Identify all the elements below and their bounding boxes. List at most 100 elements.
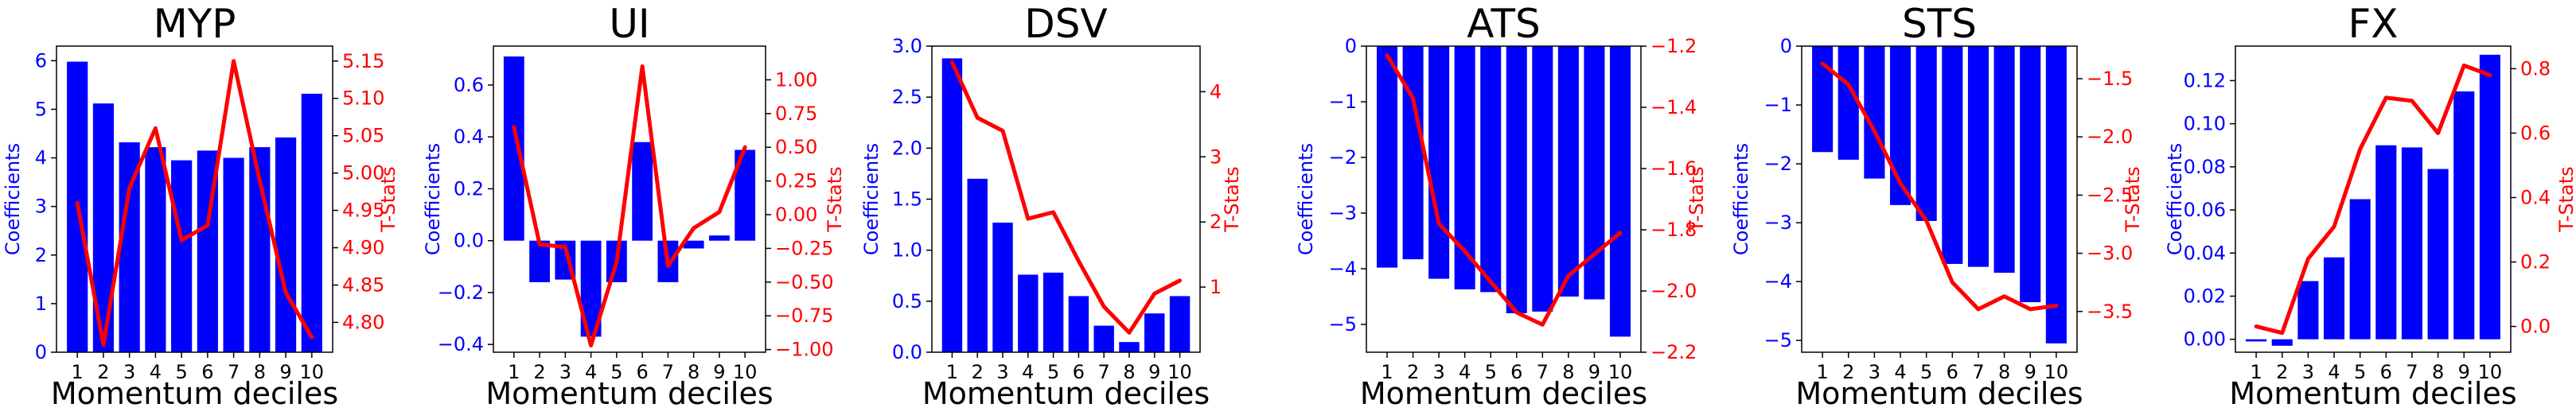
y2-axis-label: T-Stats [2555,166,2576,232]
y-tick-label: 0.5 [892,290,922,312]
y2-tick-label: 4.85 [342,274,384,296]
y-tick-label: 5 [35,98,47,120]
y2-tick-label: −2.5 [2087,184,2133,206]
x-tick-label: 1 [508,361,520,383]
y-tick-label: 2.0 [892,137,922,159]
y2-tick-label: 4.80 [342,311,384,333]
y-tick-label: 2 [35,244,47,266]
x-tick-label: 7 [1098,361,1110,383]
bar-6 [1068,296,1089,352]
y-tick-label: −4 [1329,258,1357,280]
x-axis-label: Momentum deciles [1360,376,1647,411]
bar-4 [2323,257,2345,339]
bar-5 [1915,46,1937,221]
bar-2 [967,178,988,352]
y2-tick-label: −0.75 [775,305,834,327]
bar-6 [2375,145,2397,339]
y-tick-label: 3 [35,196,47,218]
x-tick-label: 8 [254,361,266,383]
t-stats-line [512,64,747,348]
y-axis-label: Coefficients [1730,143,1752,255]
x-tick-label: 10 [300,361,325,383]
bar-8 [1557,46,1579,297]
x-tick-label: 3 [1432,361,1444,383]
bar-6 [1506,46,1527,313]
x-tick-label: 4 [585,361,597,383]
bar-9 [275,137,297,352]
y2-tick-label: 0.25 [775,170,817,192]
y2-tick-label: 0.50 [775,136,817,158]
t-stats-line [2254,63,2492,336]
x-axis-label: Momentum deciles [51,376,338,411]
x-tick-label: 8 [1562,361,1574,383]
bar-7 [1967,46,1989,267]
y-tick-label: 0 [1345,35,1357,57]
x-tick-label: 9 [2025,361,2036,383]
bar-3 [1428,46,1450,279]
y-tick-label: 0 [1780,35,1792,57]
x-tick-label: 3 [559,361,571,383]
x-tick-label: 9 [1148,361,1160,383]
x-tick-label: 4 [2328,361,2340,383]
x-tick-label: 5 [1047,361,1059,383]
x-tick-label: 1 [72,361,84,383]
bar-3 [1864,46,1885,179]
x-tick-label: 1 [2250,361,2262,383]
x-tick-label: 5 [1485,361,1497,383]
chart-title: STS [1902,1,1977,47]
y2-tick-label: 4.95 [342,200,384,222]
y-tick-label: 0.06 [2184,199,2226,221]
plot-frame [2235,45,2512,353]
x-tick-label: 7 [662,361,674,383]
bar-10 [301,93,322,352]
y2-tick-label: 5.10 [342,87,384,110]
x-tick-label: 1 [1816,361,1828,383]
x-tick-label: 10 [733,361,758,383]
x-tick-label: 8 [1998,361,2010,383]
y-tick-label: −3 [1329,202,1357,224]
y-axis-label: Coefficients [860,143,883,255]
x-axis-label: Momentum deciles [485,376,773,411]
y2-tick-label: 0.6 [2520,122,2551,144]
x-tick-label: 2 [97,361,109,383]
y2-tick-label: −1.6 [1650,157,1697,180]
y2-tick-label: −2.0 [2087,126,2133,148]
bar-5 [1480,46,1502,293]
bar-7 [1532,46,1553,312]
bar-5 [1042,272,1064,352]
x-tick-label: 5 [1920,361,1932,383]
chart-title: FX [2348,1,2398,47]
x-tick-label: 5 [610,361,622,383]
bar-4 [1889,46,1912,205]
x-axis-label: Momentum deciles [922,376,1210,411]
y-tick-label: −0.4 [438,333,484,355]
bar-8 [2427,169,2449,339]
y-tick-label: −3 [1764,211,1792,234]
bar-8 [1119,342,1140,352]
chart-title: DSV [1024,1,1107,47]
y2-tick-label: −1.8 [1650,219,1697,241]
y-tick-label: 0.2 [454,177,484,200]
bar-10 [2045,46,2067,343]
x-tick-label: 7 [228,361,240,383]
x-tick-label: 10 [2478,361,2503,383]
bar-10 [1169,296,1191,352]
y2-tick-label: 1.00 [775,68,817,91]
t-stats-line [1385,53,1623,327]
x-tick-label: 9 [713,361,725,383]
x-tick-label: 10 [1167,361,1192,383]
x-tick-label: 9 [1588,361,1600,383]
x-tick-label: 9 [2458,361,2470,383]
t-stats-line [949,60,1183,335]
y-axis-label: Coefficients [422,143,444,255]
y2-tick-label: 4.90 [342,237,384,259]
x-tick-label: 8 [688,361,700,383]
bar-8 [683,240,704,249]
y-tick-label: 3.0 [892,35,922,57]
chart-title: UI [609,1,649,47]
y-tick-label: 4 [35,147,47,169]
bar-3 [992,223,1013,352]
x-tick-label: 7 [1972,361,1984,383]
